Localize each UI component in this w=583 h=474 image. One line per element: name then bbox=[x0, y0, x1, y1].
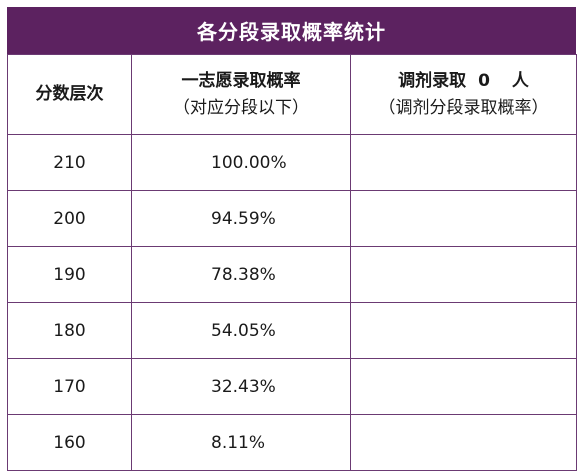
table-row: 180 54.05% bbox=[7, 302, 577, 359]
adjust-cell bbox=[350, 358, 577, 415]
rate-cell: 100.00% bbox=[131, 134, 351, 191]
score-cell: 190 bbox=[7, 246, 132, 303]
header-score-level-label: 分数层次 bbox=[35, 84, 104, 104]
score-cell: 210 bbox=[7, 134, 132, 191]
table-row: 200 94.59% bbox=[7, 190, 577, 247]
adjust-cell bbox=[350, 190, 577, 247]
table-row: 170 32.43% bbox=[7, 358, 577, 415]
adjust-cell bbox=[350, 302, 577, 359]
header-adjustment-rate: 调剂录取 0 人 （调剂分段录取概率） bbox=[350, 54, 577, 135]
probability-table-container: 各分段录取概率统计 分数层次 一志愿录取概率 （对应分段以下） 调剂录取 0 人 （… bbox=[7, 7, 577, 471]
header-first-choice-rate: 一志愿录取概率 （对应分段以下） bbox=[131, 54, 351, 135]
rate-cell: 54.05% bbox=[131, 302, 351, 359]
probability-table: 分数层次 一志愿录取概率 （对应分段以下） 调剂录取 0 人 （调剂分段录取概率） … bbox=[7, 54, 577, 471]
header-adjustment-label: 调剂录取 bbox=[398, 70, 467, 91]
header-adjustment-unit: 人 bbox=[511, 70, 529, 91]
rate-cell: 78.38% bbox=[131, 246, 351, 303]
table-row: 190 78.38% bbox=[7, 246, 577, 303]
rate-cell: 8.11% bbox=[131, 414, 351, 471]
score-cell: 180 bbox=[7, 302, 132, 359]
table-title: 各分段录取概率统计 bbox=[7, 7, 576, 54]
header-score-level: 分数层次 bbox=[7, 54, 132, 135]
table-row: 210 100.00% bbox=[7, 134, 577, 191]
header-first-choice-label: 一志愿录取概率 bbox=[181, 70, 301, 91]
adjust-cell bbox=[350, 414, 577, 471]
score-cell: 200 bbox=[7, 190, 132, 247]
header-adjustment-note: （调剂分段录取概率） bbox=[378, 97, 549, 118]
rate-cell: 32.43% bbox=[131, 358, 351, 415]
table-row: 160 8.11% bbox=[7, 414, 577, 471]
header-adjustment-line1: 调剂录取 0 人 bbox=[351, 68, 576, 95]
score-cell: 160 bbox=[7, 414, 132, 471]
header-adjustment-count: 0 bbox=[478, 70, 490, 91]
header-first-choice-note: （对应分段以下） bbox=[173, 97, 309, 118]
adjust-cell bbox=[350, 246, 577, 303]
rate-cell: 94.59% bbox=[131, 190, 351, 247]
score-cell: 170 bbox=[7, 358, 132, 415]
header-row: 分数层次 一志愿录取概率 （对应分段以下） 调剂录取 0 人 （调剂分段录取概率） bbox=[7, 54, 577, 135]
adjust-cell bbox=[350, 134, 577, 191]
